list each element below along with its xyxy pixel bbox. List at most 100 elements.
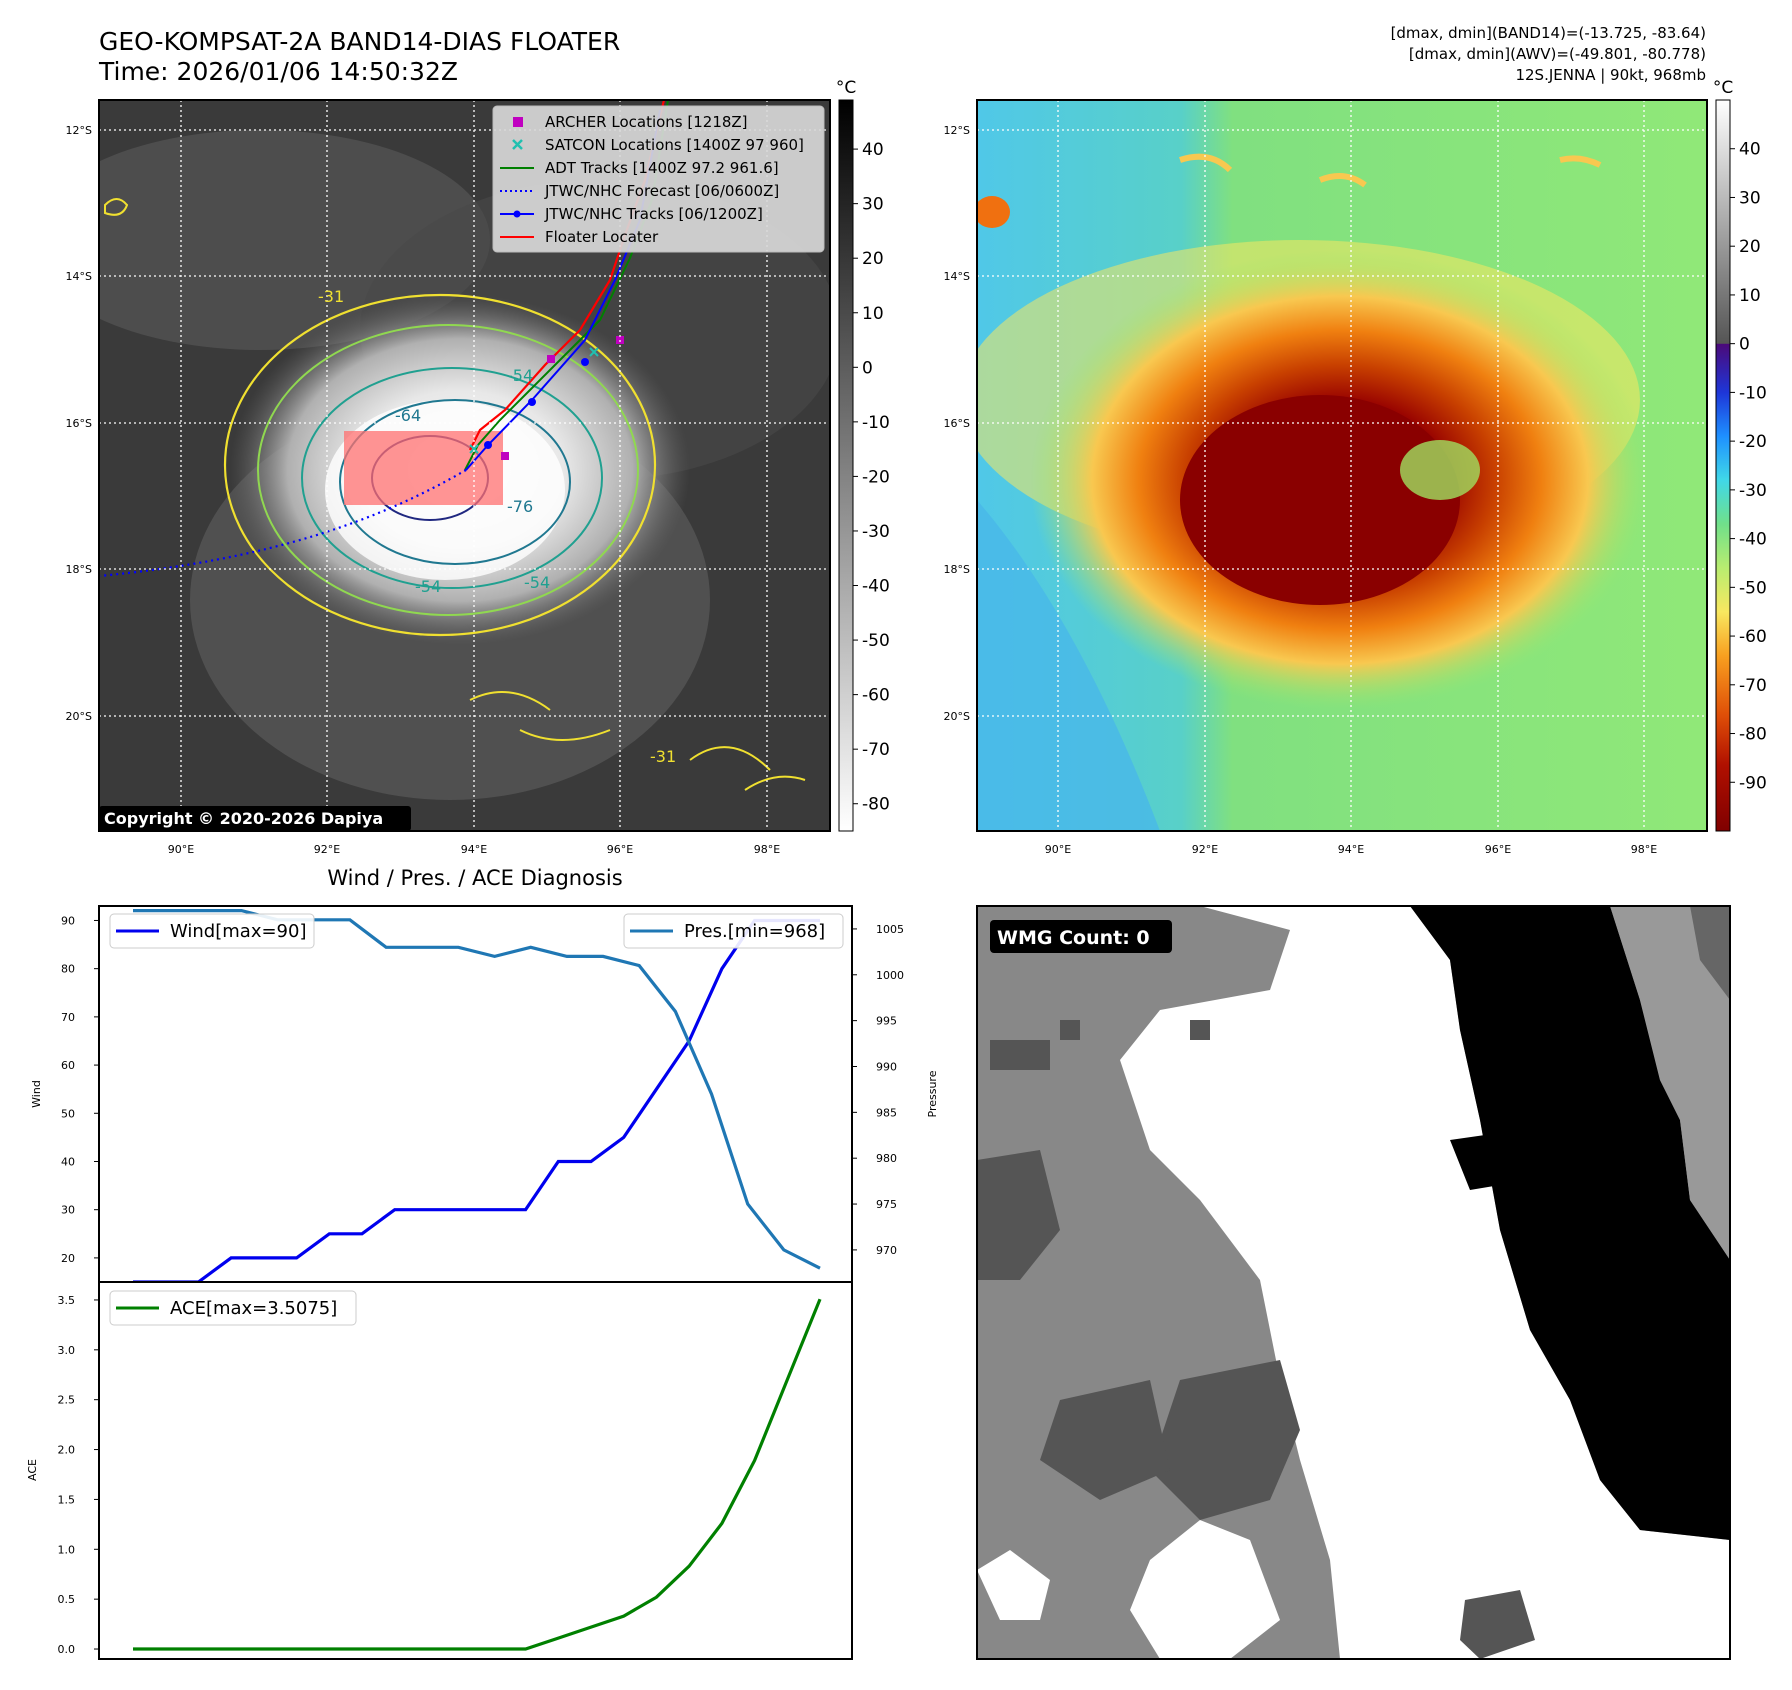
y-tick-label: 1.5 [58, 1493, 76, 1506]
y2-tick-label: 1000 [876, 969, 904, 982]
awv-imagery [977, 100, 1707, 831]
colorbar-tick-label: 30 [862, 195, 884, 215]
colorbar-tick-label: -20 [1739, 432, 1767, 452]
colorbar-tick-label: -50 [1739, 578, 1767, 598]
wind-series-line [133, 918, 820, 1284]
wind-pressure-chart: 20 30 40 50 60 70 80 90 970 975 980 985 990 995 1000 1… [30, 905, 939, 1284]
legend-label: ARCHER Locations [1218Z] [545, 113, 748, 131]
lat-label: 18°S [66, 563, 92, 576]
copyright-box [99, 806, 411, 831]
lat-label: 16°S [66, 417, 92, 430]
colorbar-tick-label: -80 [1739, 725, 1767, 745]
lat-label: 12°S [66, 124, 92, 137]
copyright-text: Copyright © 2020-2026 Dapiya [104, 809, 383, 828]
awv-lat-labels: 12°S 14°S 16°S 18°S 20°S [944, 124, 970, 723]
lat-label: 14°S [944, 270, 970, 283]
colorbar-tick-label: -70 [862, 740, 890, 760]
legend-x-marker [512, 139, 523, 150]
pressure-legend-label: Pres.[min=968] [684, 921, 825, 942]
colorbar-tick-label: 10 [1739, 286, 1761, 306]
y-tick-label: 0.5 [58, 1593, 76, 1606]
lon-label: 96°E [607, 843, 633, 856]
ace-chart: 0.0 0.5 1.0 1.5 2.0 2.5 3.0 3.5 ACE ACE[max=3.5… [26, 1281, 853, 1660]
contour-label: -76 [507, 497, 533, 516]
diagnosis-chart-title: Wind / Pres. / ACE Diagnosis [327, 866, 622, 890]
y2-tick-label: 1005 [876, 923, 904, 936]
awv-colorbar-unit: °C [1713, 78, 1733, 98]
colorbar-tick-label: -30 [862, 522, 890, 542]
y-tick-label: 80 [61, 963, 75, 976]
contour-label: -64 [395, 406, 421, 425]
colorbar-tick-label: -10 [1739, 383, 1767, 403]
ir-map-panel: -31 -54 -64 -76 -54 -54 -31 ARCHER Locat… [66, 78, 890, 856]
awv-lon-labels: 90°E 92°E 94°E 96°E 98°E [1045, 843, 1657, 856]
y-tick-label: 30 [61, 1204, 75, 1217]
y2-tick-label: 975 [876, 1198, 897, 1211]
y-tick-label: 50 [61, 1107, 75, 1120]
colorbar-tick-label: -50 [862, 631, 890, 651]
legend-label: SATCON Locations [1400Z 97 960] [545, 136, 804, 154]
legend-item: ADT Tracks [1400Z 97.2 961.6] [500, 159, 779, 177]
ace-legend-label: ACE[max=3.5075] [170, 1298, 337, 1319]
ir-lat-labels: 12°S 14°S 16°S 18°S 20°S [66, 124, 92, 723]
y-tick-label: 40 [61, 1155, 75, 1168]
y-tick-label: 2.5 [58, 1394, 76, 1407]
contour-label: -54 [415, 577, 441, 596]
colorbar-tick-label: 0 [1739, 335, 1750, 355]
awv-colorbar: °C 40 30 20 10 0 -10 -20 -30 -40 -50 -60 -70 -80 -90 [1713, 78, 1767, 832]
ir-contour-labels: -31 -54 -64 -76 -54 -54 -31 [318, 287, 676, 766]
colorbar-tick-label: -40 [1739, 530, 1767, 550]
wmg-count-box [990, 920, 1172, 953]
colorbar-tick-label: -90 [1739, 773, 1767, 793]
legend-dot-marker [513, 210, 521, 218]
colorbar-tick-label: 10 [862, 304, 884, 324]
y2-tick-label: 995 [876, 1015, 897, 1028]
ir-colorbar: °C 40 30 20 10 0 -10 -20 -30 -40 -50 -60 -70 -80 [836, 78, 890, 832]
legend-label: ADT Tracks [1400Z 97.2 961.6] [545, 159, 779, 177]
figure-title-line2: Time: 2026/01/06 14:50:32Z [98, 57, 458, 86]
y2-tick-label: 970 [876, 1244, 897, 1257]
y-tick-label: 3.0 [58, 1344, 76, 1357]
wind-legend: Wind[max=90] [109, 913, 315, 949]
y-tick-label: 3.5 [58, 1294, 76, 1307]
lon-label: 92°E [314, 843, 340, 856]
storm-info-label: 12S.JENNA | 90kt, 968mb [1515, 66, 1706, 84]
y-tick-label: 70 [61, 1011, 75, 1024]
y-tick-label: 20 [61, 1252, 75, 1265]
y-tick-label: 2.0 [58, 1444, 76, 1457]
colorbar-tick-label: 0 [862, 358, 873, 378]
lon-label: 92°E [1192, 843, 1218, 856]
ir-legend: ARCHER Locations [1218Z] SATCON Locations… [492, 105, 825, 253]
pressure-legend: Pres.[min=968] [623, 913, 844, 949]
y2-tick-label: 990 [876, 1060, 897, 1073]
colorbar-tick-label: -20 [862, 467, 890, 487]
legend-label: JTWC/NHC Tracks [06/1200Z] [544, 205, 763, 223]
ace-legend: ACE[max=3.5075] [109, 1290, 357, 1326]
ace-series-line [133, 1298, 822, 1651]
legend-label: Floater Locater [545, 228, 659, 246]
legend-square-marker [513, 117, 523, 127]
awv-map-panel: 12°S 14°S 16°S 18°S 20°S 90°E 92°E 94°E … [944, 78, 1767, 856]
contour-label: -31 [318, 287, 344, 306]
legend-item: ARCHER Locations [1218Z] [513, 113, 748, 131]
lat-label: 20°S [66, 710, 92, 723]
y2-tick-label: 980 [876, 1152, 897, 1165]
lat-label: 14°S [66, 270, 92, 283]
lat-label: 18°S [944, 563, 970, 576]
awv-gridlines [977, 100, 1707, 831]
contour-label: -54 [524, 573, 550, 592]
lat-label: 16°S [944, 417, 970, 430]
lon-label: 90°E [168, 843, 194, 856]
colorbar-tick-label: -60 [862, 686, 890, 706]
colorbar-tick-label: -60 [1739, 627, 1767, 647]
legend-item: JTWC/NHC Forecast [06/0600Z] [500, 182, 779, 200]
wmg-count-label: WMG Count: 0 [997, 927, 1150, 949]
legend-label: JTWC/NHC Forecast [06/0600Z] [544, 182, 779, 200]
legend-item: JTWC/NHC Tracks [06/1200Z] [500, 205, 763, 223]
wmg-panel: WMG Count: 0 [976, 905, 1731, 1660]
ir-lon-labels: 90°E 92°E 94°E 96°E 98°E [168, 843, 780, 856]
colorbar-tick-label: -70 [1739, 676, 1767, 696]
y-tick-label: 60 [61, 1059, 75, 1072]
contour-label: -31 [650, 747, 676, 766]
colorbar-tick-label: -40 [862, 577, 890, 597]
